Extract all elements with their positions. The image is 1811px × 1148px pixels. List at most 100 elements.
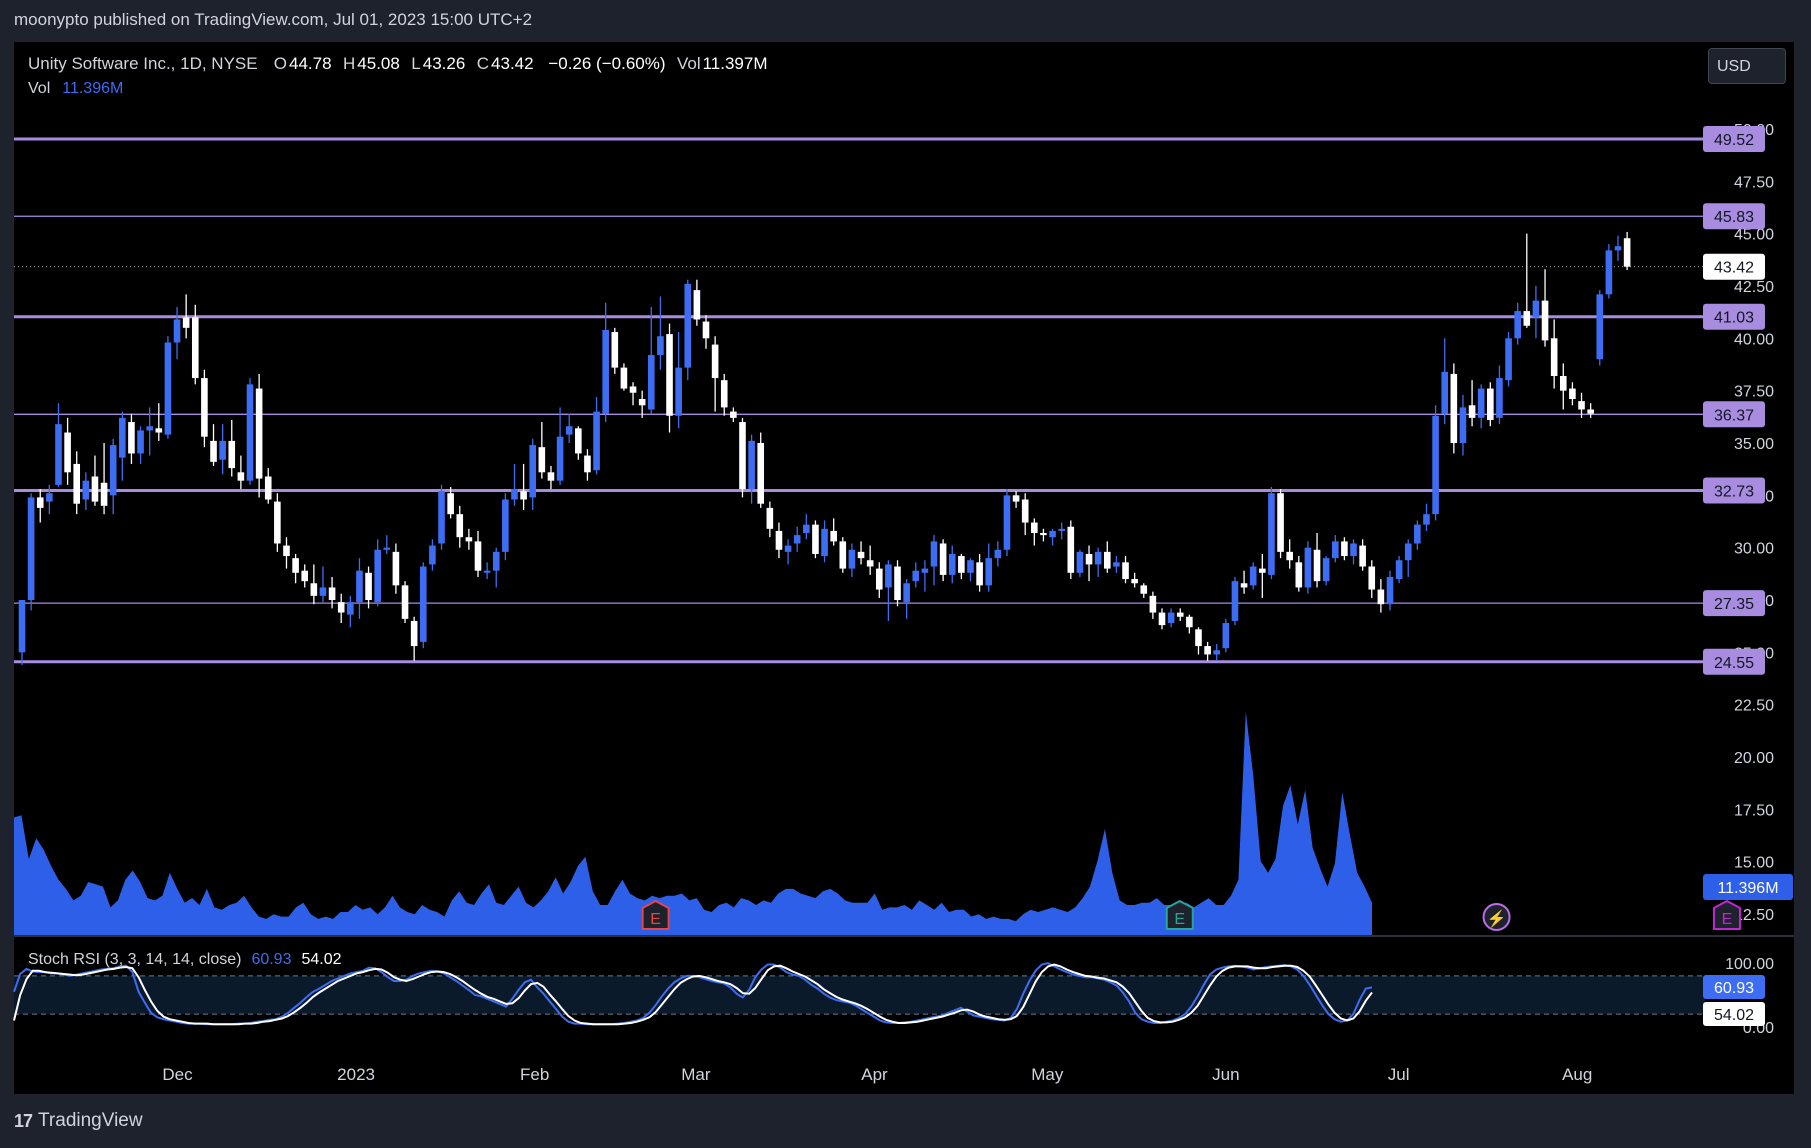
candle-body [191,317,199,379]
candle-body [328,587,336,601]
candle-body [1505,338,1512,381]
candle-body [1341,541,1348,557]
candle-body [821,528,828,557]
currency-button[interactable]: USD [1708,48,1786,84]
candle-body [1195,629,1202,647]
stoch-legend-d: 54.02 [301,951,342,968]
candle-body [994,549,1002,559]
level-badge-label: 45.83 [1714,209,1754,226]
candle-body [401,585,409,619]
candle-body [1441,371,1449,414]
candle-body [456,514,464,538]
candle-body [1359,545,1366,567]
candle-body [958,556,965,573]
candle-body [91,476,99,502]
candle-body [1259,568,1266,573]
candle-body [337,602,345,613]
stoch-d-badge [1703,1002,1765,1026]
volume-legend-label: Vol [28,80,51,97]
candle-body [219,440,226,460]
time-axis-label: Feb [520,1065,549,1084]
candle-body [1459,407,1467,443]
candle-body [1176,612,1184,617]
candle-body [410,620,418,647]
candle-body [1122,562,1129,580]
candle-body [1040,533,1047,536]
candle-body [64,432,71,473]
candle-body [1286,551,1293,561]
price-axis-tick: 12.50 [1734,907,1774,924]
candle-body [1377,589,1385,605]
candle-body [1477,388,1485,418]
candle-body [1559,375,1567,391]
candle-body [739,422,746,490]
volume-legend: Vol 11.396M [28,80,123,98]
symbol-legend: Unity Software Inc., 1D, NYSE O 44.78 H 45… [28,54,770,74]
level-badge-label: 49.52 [1714,132,1754,149]
candle-body [1213,650,1221,655]
candle-body [520,491,527,500]
level-badge-label: 27.35 [1714,596,1754,613]
candle-body [1113,562,1120,567]
candle-body [1076,551,1084,573]
candle-body [1131,579,1138,584]
candle-body [1605,250,1613,295]
candle-body [392,551,400,586]
candle-body [985,558,993,586]
candle-body [866,560,874,567]
open-value: 44.78 [289,54,332,73]
candle-body [128,422,135,454]
candle-body [1368,566,1376,590]
candle-body [1432,415,1439,515]
candle-body [1304,547,1312,588]
level-badge-label: 36.37 [1714,407,1754,424]
candle-body [210,440,217,462]
stoch-legend: Stoch RSI (3, 3, 14, 14, close) 60.93 54.0… [28,951,342,969]
vol-value-main: 11.397M [702,54,768,73]
candle-body [1313,549,1321,582]
candle-body [885,564,892,588]
candle-body [775,530,783,550]
event-marker-label: E [1174,911,1185,928]
candle-body [1587,409,1594,414]
candle-body [1067,526,1075,573]
candle-body [474,541,482,571]
candle-body [356,570,363,603]
candle-body [1404,543,1412,561]
price-axis-tick: 37.50 [1734,384,1774,401]
candle-body [1204,646,1211,655]
price-axis-tick: 45.00 [1734,227,1774,244]
candle-body [647,355,655,410]
stoch-d-line [13,963,1373,1026]
candle-body [629,386,637,393]
price-axis-tick: 20.00 [1734,750,1774,767]
candle-body [730,411,737,418]
candle-body [611,332,619,368]
time-axis-label: Jul [1388,1065,1410,1084]
candle-body [383,547,391,550]
event-marker-label: ⚡ [1487,909,1507,928]
candle-body [1331,541,1339,559]
candle-body [1523,311,1531,326]
time-axis-label: May [1031,1065,1064,1084]
candle-body [593,411,600,471]
candle-body [465,537,473,542]
candle-body [1240,583,1248,588]
low-value: 43.26 [422,54,466,73]
candle-body [374,549,381,603]
candle-body [237,472,245,481]
level-badge [1703,590,1765,617]
candle-body [1532,300,1540,318]
candle-body [921,568,929,573]
volume-badge [1703,874,1793,900]
earnings-icon [1165,899,1194,930]
candle-body [1167,612,1175,624]
candle-body [538,447,546,473]
candle-body [283,545,290,557]
candle-body [1623,238,1631,267]
candle-body [73,463,81,504]
candle-body [903,583,910,603]
candle-body [711,344,719,379]
price-axis-tick: 35.00 [1734,436,1774,453]
